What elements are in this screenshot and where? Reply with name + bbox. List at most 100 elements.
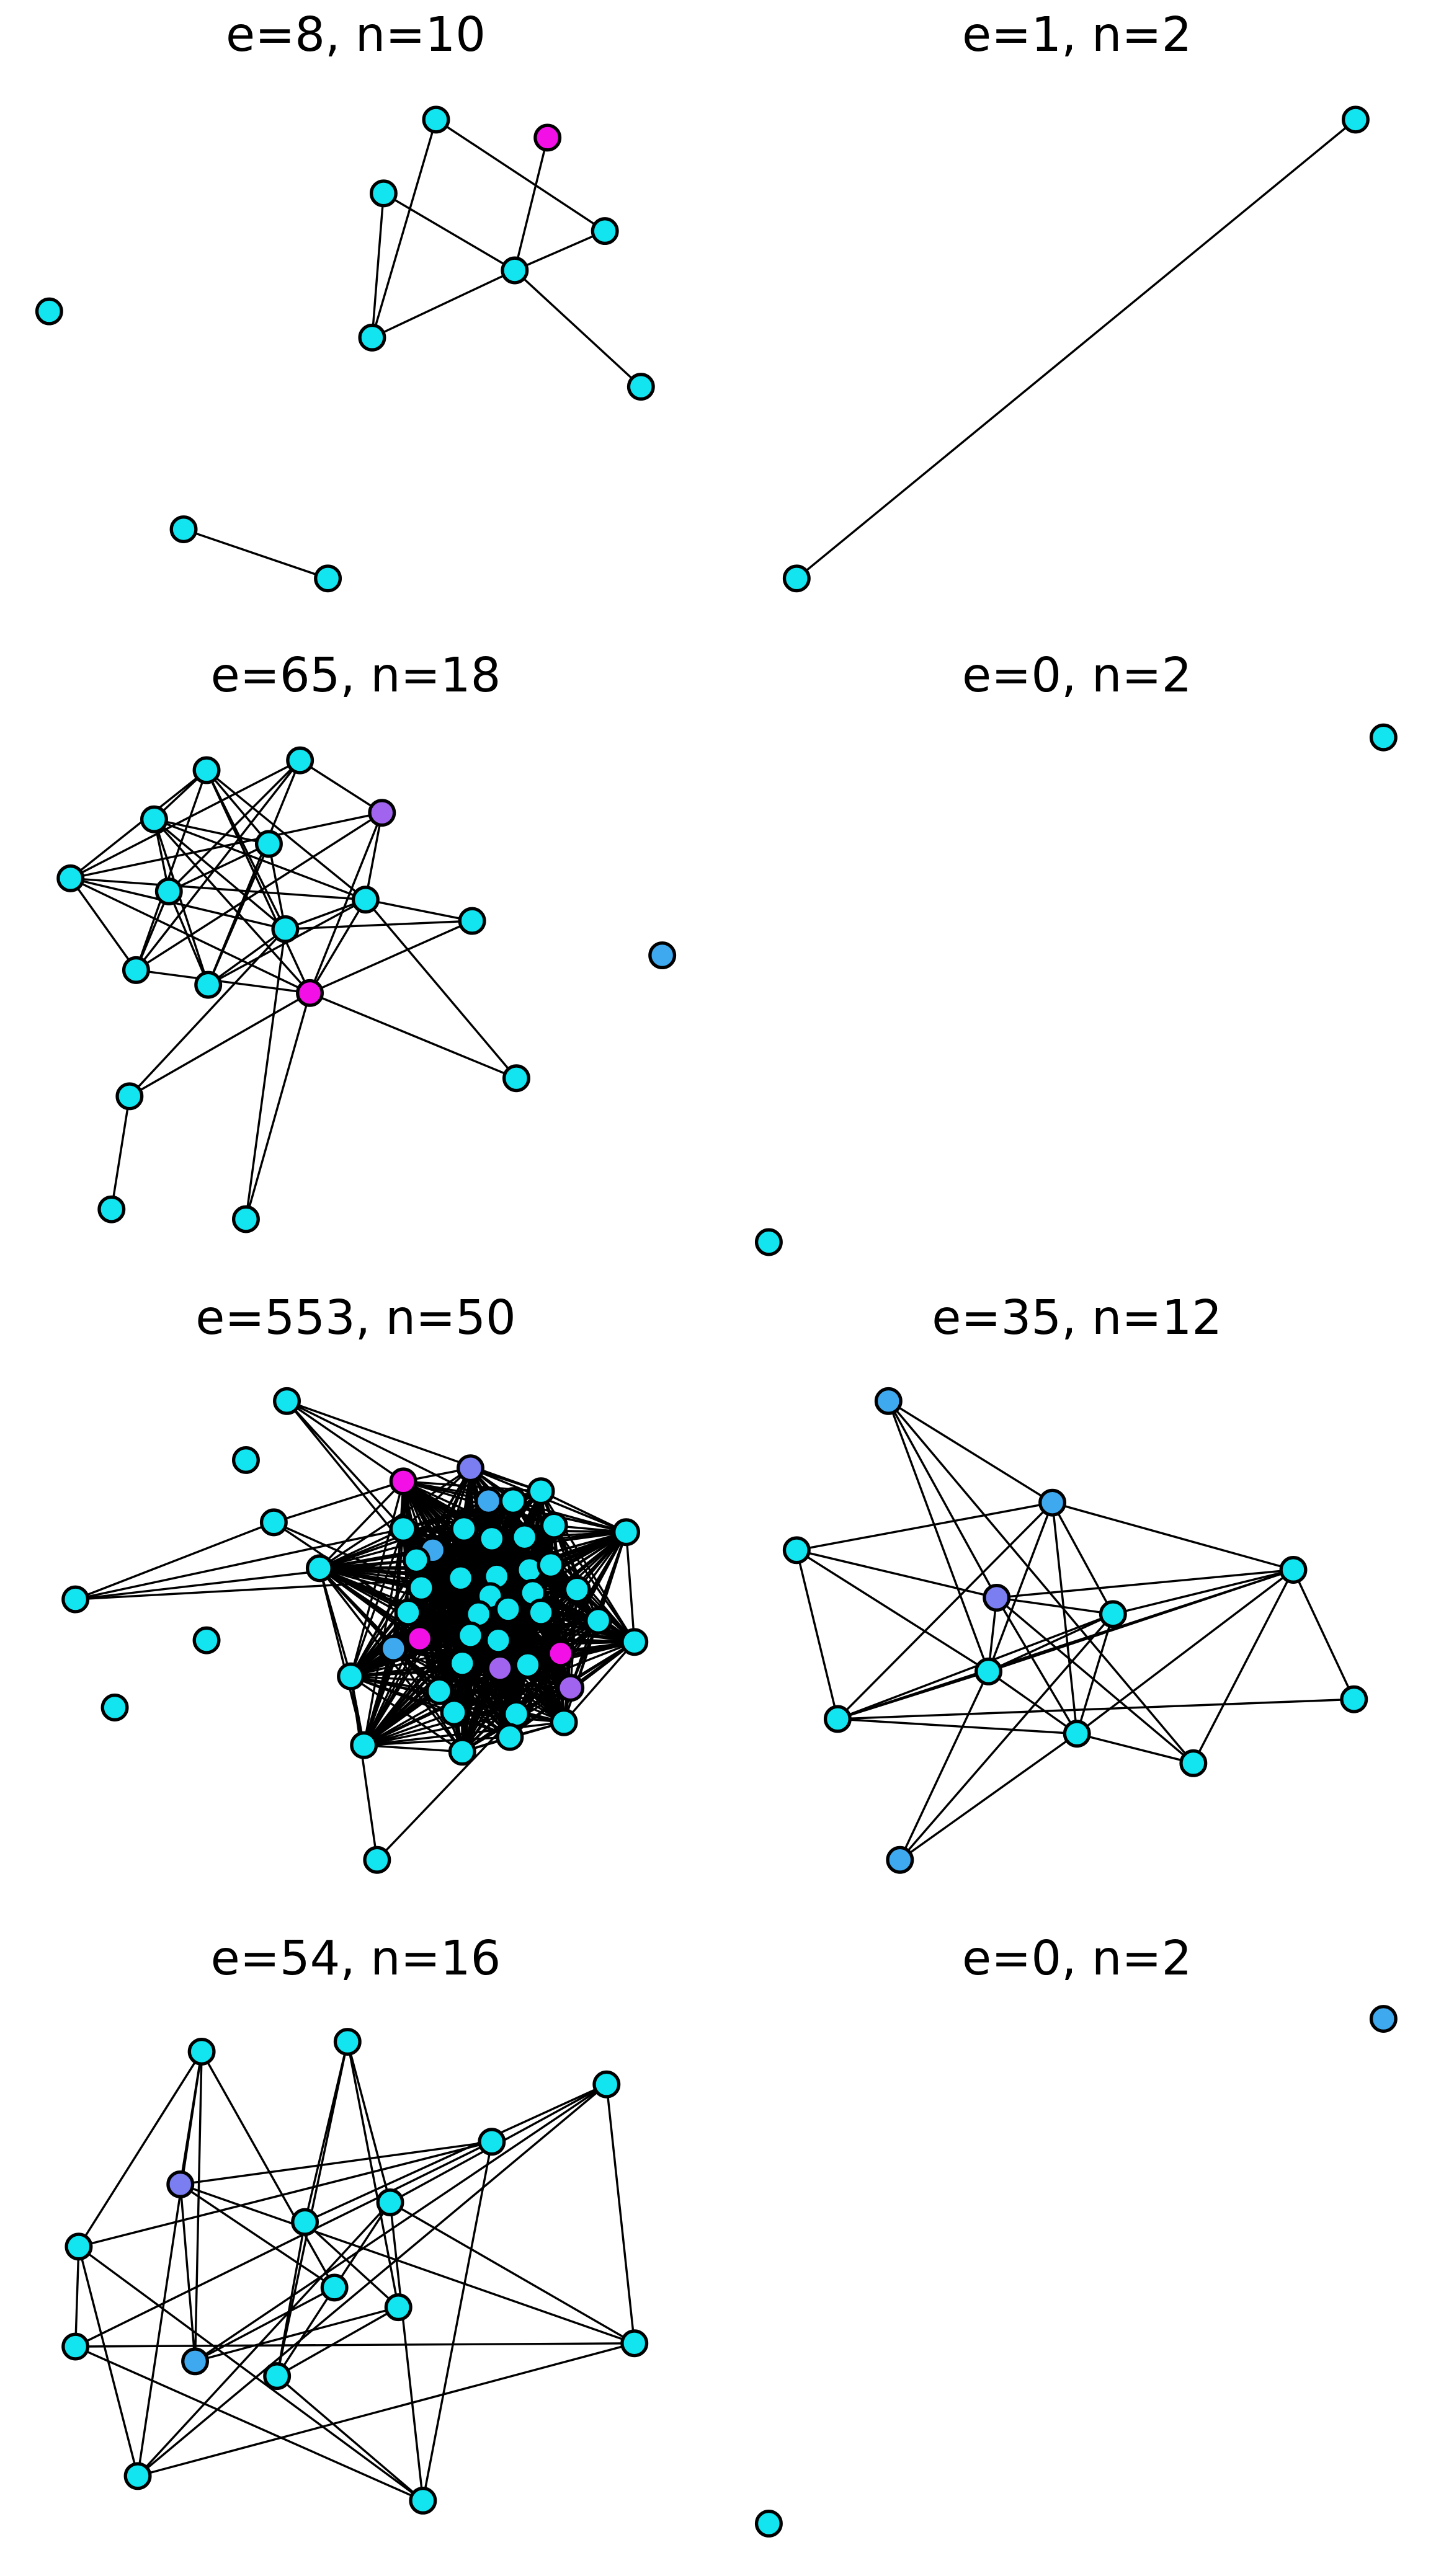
node (259, 1508, 288, 1537)
edge (372, 269, 515, 339)
node (620, 2329, 649, 2358)
edge (128, 992, 311, 1098)
node (448, 1649, 476, 1677)
edge (285, 899, 366, 930)
node (546, 1639, 575, 1668)
edge (319, 1527, 465, 1570)
edge (349, 1676, 378, 1860)
node (440, 1698, 468, 1726)
node (254, 830, 283, 858)
node (754, 2509, 783, 2538)
node (123, 2462, 152, 2490)
node (181, 2347, 210, 2376)
edge (796, 1501, 1053, 1552)
edge (153, 819, 311, 994)
node (296, 979, 324, 1007)
node (56, 864, 85, 892)
node (166, 2170, 195, 2198)
edge (899, 1733, 1078, 1861)
node (65, 2232, 93, 2261)
edge (276, 2306, 399, 2378)
node (376, 2188, 404, 2216)
node (314, 564, 342, 593)
node (486, 1654, 514, 1682)
edge (363, 1744, 463, 1753)
edge (349, 1528, 404, 1677)
node (194, 970, 223, 999)
edge (136, 2083, 607, 2477)
node (1369, 723, 1398, 752)
panel-title: e=35, n=12 (932, 1290, 1222, 1346)
edge (135, 890, 170, 971)
edge (514, 137, 549, 271)
edge (205, 769, 270, 845)
node (1038, 1488, 1067, 1517)
edge (286, 1400, 489, 1503)
node (592, 2070, 621, 2099)
node (389, 1514, 417, 1543)
edge (286, 1400, 542, 1493)
edge (273, 1521, 422, 1589)
edge (179, 2183, 336, 2289)
edge (180, 2183, 635, 2345)
edge (299, 759, 383, 814)
edge (275, 2221, 306, 2376)
node (192, 1626, 221, 1654)
node (291, 2208, 319, 2236)
edge (194, 2286, 335, 2363)
node (612, 1518, 640, 1547)
nodes (35, 105, 1398, 2538)
edge (350, 1634, 471, 1677)
edge (363, 1690, 440, 1746)
edge (110, 1096, 131, 1210)
node (169, 515, 198, 543)
node (1063, 1720, 1091, 1748)
node (337, 1662, 365, 1690)
edge (625, 1532, 636, 1642)
node (458, 907, 486, 935)
node (350, 1731, 378, 1759)
edge (207, 843, 270, 985)
node (782, 564, 811, 593)
edge (540, 1490, 627, 1534)
node (584, 1606, 613, 1635)
edge (888, 1400, 1053, 1504)
edge (364, 812, 383, 900)
node (823, 1705, 852, 1733)
edge (887, 1400, 990, 1672)
node (550, 1708, 578, 1736)
edge (532, 1591, 635, 1643)
node (384, 2293, 413, 2322)
edge (69, 877, 137, 971)
edge (1051, 1502, 1114, 1615)
edge (605, 2084, 636, 2343)
edge (988, 1670, 1078, 1735)
node (496, 1723, 524, 1751)
node (475, 1487, 503, 1515)
node (502, 1700, 530, 1728)
edge (376, 1713, 517, 1861)
edge (422, 2141, 493, 2501)
edge (285, 920, 473, 931)
node (1369, 2005, 1398, 2033)
node (286, 746, 314, 775)
edge (273, 1480, 404, 1524)
node (886, 1845, 914, 1874)
edge (74, 2246, 80, 2347)
node (320, 2273, 349, 2302)
node (527, 1598, 555, 1627)
edge (363, 1736, 510, 1746)
node (1340, 1685, 1368, 1713)
edge (194, 2083, 607, 2363)
edge (267, 843, 287, 930)
edge (78, 2245, 424, 2502)
edge (563, 1620, 600, 1723)
edge (180, 2141, 493, 2186)
edge (69, 769, 208, 879)
edge (75, 1577, 461, 1601)
edge (70, 811, 383, 880)
node (61, 2332, 90, 2361)
node (620, 1628, 649, 1656)
edge (136, 969, 310, 995)
node (448, 1738, 476, 1766)
